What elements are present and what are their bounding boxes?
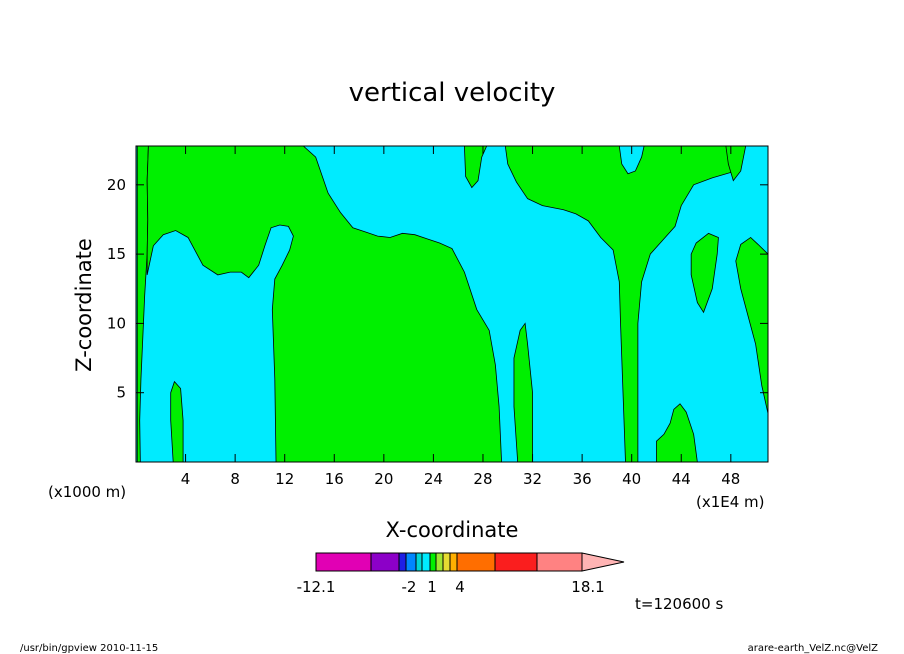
colorbar-segment	[456, 552, 496, 572]
green-middle-finger	[513, 322, 533, 462]
colorbar-segment	[494, 552, 538, 572]
plot-frame	[135, 145, 769, 463]
y-ticks: 5 10 15 20	[107, 176, 768, 402]
green-top-right-sliver	[725, 146, 747, 182]
green-right-patch	[690, 232, 719, 314]
colorbar-segment	[315, 552, 372, 572]
y-tick-label: 20	[107, 176, 126, 194]
x-tick-label: 40	[622, 470, 641, 488]
green-upper-left	[146, 146, 502, 462]
colorbar-segment	[442, 552, 451, 572]
green-left-edge	[136, 146, 149, 462]
colorbar-label: -2	[402, 578, 417, 596]
x-tick-label: 44	[672, 470, 691, 488]
y-axis-label: Z-coordinate	[72, 238, 96, 372]
y-tick-label: 5	[116, 384, 126, 402]
colorbar-labels: -12.1 -2 1 4 18.1	[297, 578, 605, 596]
x-ticks: 4 8 12 16 20 24 28 32 36 40 44 48	[181, 146, 740, 488]
colorbar-label: 4	[455, 578, 465, 596]
contour-regions	[136, 146, 768, 462]
time-label: t=120600 s	[635, 595, 723, 613]
y-tick-label: 15	[107, 245, 126, 263]
x-tick-label: 4	[181, 470, 191, 488]
x-tick-label: 28	[473, 470, 492, 488]
colorbar-segment	[536, 552, 583, 572]
colorbar-label: 1	[427, 578, 437, 596]
y-tick-label: 10	[107, 314, 126, 332]
x-axis-label: X-coordinate	[386, 518, 519, 542]
colorbar-segment	[449, 552, 458, 572]
colorbar-label: 18.1	[571, 578, 604, 596]
colorbar-arrow	[581, 552, 625, 572]
colorbar-label: -12.1	[297, 578, 336, 596]
colorbar	[315, 552, 625, 572]
plot-area	[136, 146, 768, 462]
chart-title: vertical velocity	[349, 78, 556, 108]
green-lower-right	[656, 403, 698, 462]
colorbar-segment	[435, 552, 444, 572]
x-unit-left: (x1000 m)	[48, 483, 126, 501]
colorbar-segment	[415, 552, 423, 572]
colorbar-segment	[398, 552, 407, 572]
x-tick-label: 48	[721, 470, 740, 488]
blue-notch-right	[618, 146, 645, 175]
x-tick-label: 24	[424, 470, 443, 488]
footer-left: /usr/bin/gpview 2010-11-15	[20, 643, 158, 654]
x-unit-right: (x1E4 m)	[696, 493, 765, 511]
footer-right: arare-earth_VelZ.nc@VelZ	[748, 643, 879, 654]
x-tick-label: 36	[573, 470, 592, 488]
x-tick-label: 12	[275, 470, 294, 488]
green-upper-mid	[463, 146, 488, 189]
green-right-edge	[735, 236, 768, 414]
colorbar-segment	[421, 552, 431, 572]
colorbar-segment	[429, 552, 437, 572]
x-tick-label: 32	[523, 470, 542, 488]
green-upper-right	[504, 146, 743, 462]
x-tick-label: 8	[230, 470, 240, 488]
colorbar-segment	[370, 552, 400, 572]
x-tick-label: 20	[374, 470, 393, 488]
colorbar-segment	[405, 552, 417, 572]
green-lower-left-finger	[170, 380, 184, 462]
x-tick-label: 16	[325, 470, 344, 488]
